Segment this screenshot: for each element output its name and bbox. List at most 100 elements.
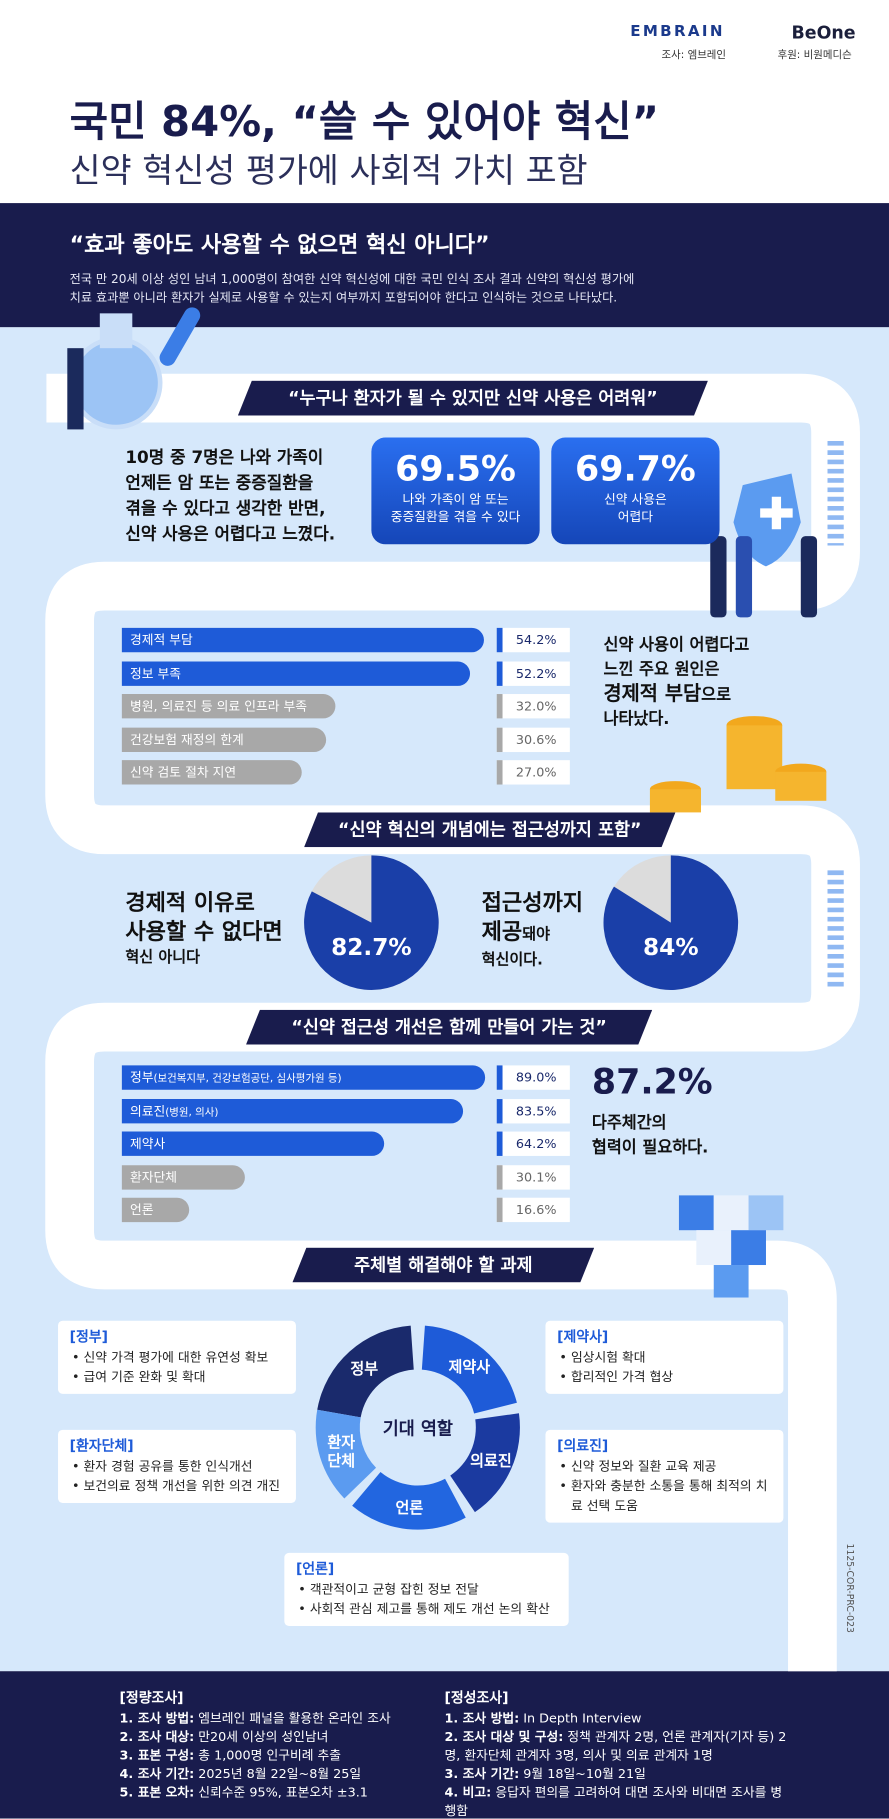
header-bg (0, 0, 889, 204)
task-item: • 합리적인 가격 협상 (559, 1369, 674, 1385)
item-label: 4. 조사 기간: (119, 1766, 195, 1782)
value-label: 32.0% (496, 694, 570, 719)
bar-label: 병원, 의료진 등 의료 인프라 부족 (130, 694, 307, 718)
value-label: 89.0% (496, 1065, 570, 1090)
item-label: 3. 표본 구성: (119, 1747, 195, 1763)
stat-value: 87.2% (591, 1061, 713, 1103)
text-line: 언제든 암 또는 중증질환을 (125, 474, 314, 494)
text-line: 신약 사용이 어렵다고 (603, 635, 750, 655)
category: 경제적 부담 (129, 632, 193, 648)
bar (121, 1065, 486, 1090)
bar (121, 1131, 385, 1157)
category: 의료진 (129, 1103, 166, 1119)
bar (121, 1198, 190, 1223)
banner: “신약 접근성 개선은 함께 만들어 가는 것” (246, 1010, 652, 1045)
conclusion: 신약 사용이 어렵다고 느낀 주요 원인은 경제적 부담으로 나타났다. (603, 634, 749, 733)
bar (121, 661, 471, 686)
item-text: 신뢰수준 95%, 표본오차 ±3.1 (198, 1784, 368, 1801)
cube (713, 1195, 749, 1231)
stat-caption: 어렵다 (617, 509, 654, 525)
task-box: [환자단체] • 환자 경험 공유를 통한 인식개선 • 보건의료 정책 개선을 위… (58, 1429, 296, 1503)
item-text: 정책 관계자 2명, 언론 관계자(기자 등) 2명, 환자단체 관계자 3명,… (444, 1729, 787, 1763)
cube (731, 1230, 766, 1266)
flask-neck (99, 313, 133, 349)
section-text: 10명 중 7명은 나와 가족이 언제든 암 또는 중증질환을 겪을 수 있다고… (125, 446, 335, 548)
segment-label: 언론 (396, 1499, 424, 1517)
stat-value: 69.5% (395, 449, 516, 490)
stat-box: 69.7% 신약 사용은 어렵다 (551, 437, 720, 545)
bar-label: 건강보험 재정의 한계 (130, 727, 244, 751)
text-line: 접근성까지 (481, 890, 584, 916)
task-box: [정부] • 신약 가격 평가에 대한 유연성 확보 • 급여 기준 완화 및 확대 (58, 1320, 296, 1394)
bar-label: 경제적 부담 (130, 628, 193, 652)
item-label: 2. 조사 대상 및 구성: (444, 1729, 564, 1745)
survey-info: [정성조사] 1. 조사 방법: In Depth Interview 2. 조사 … (444, 1689, 792, 1819)
task-text: 사회적 관심 제고를 통해 제도 개선 논의 확산 (309, 1601, 550, 1617)
category: 환자단체 (129, 1169, 177, 1185)
category-note: (보건복지부, 건강보험공단, 심사평가원 등) (153, 1073, 342, 1086)
bar-label: 언론 (130, 1198, 154, 1222)
bar (121, 694, 336, 719)
task-item: • 임상시험 확대 (559, 1349, 646, 1365)
bar-label: 의료진(병원, 의사) (130, 1099, 218, 1123)
pie-slice (304, 855, 439, 990)
ring-segment (317, 1325, 414, 1418)
item-label: 4. 비고: (444, 1784, 492, 1801)
logo: EMBRAIN (630, 23, 725, 41)
flask (69, 336, 163, 430)
category: 병원, 의료진 등 의료 인프라 부족 (129, 698, 308, 714)
task-item: • 사회적 관심 제고를 통해 제도 개선 논의 확산 (298, 1601, 550, 1617)
survey-info: [정량조사] 1. 조사 방법: 엠브레인 패널을 활용한 온라인 조사 2. 조사… (120, 1689, 422, 1803)
bar (121, 1164, 245, 1190)
category: 정보 부족 (129, 665, 182, 681)
task-item: • 신약 정보와 질환 교육 제공 (559, 1458, 717, 1474)
text-line: 혁신 아니다 (125, 949, 200, 967)
survey-item: 3. 표본 구성: 총 1,000명 인구비례 추출 (120, 1747, 422, 1766)
ring-segment (352, 1471, 466, 1530)
intro-text: 전국 만 20세 이상 성인 남녀 1,000명이 참여한 신약 혁신성에 대한… (69, 272, 635, 287)
value-label: 16.6% (496, 1198, 570, 1223)
cube (678, 1195, 714, 1231)
text-line: 느낀 주요 원인은 (603, 660, 720, 679)
stat-caption: 신약 사용은 (604, 492, 667, 508)
survey-item: 1. 조사 방법: In Depth Interview (444, 1710, 792, 1729)
task-text: 환자와 충분한 소통을 통해 최적의 치료 선택 도움 (571, 1478, 768, 1514)
credit: 조사: 엠브레인 (661, 49, 727, 62)
item-text: 총 1,000명 인구비례 추출 (198, 1747, 342, 1763)
text-line: 혁신이다. (481, 951, 543, 970)
survey-title: [정성조사] (444, 1689, 509, 1707)
value-label: 30.1% (496, 1164, 570, 1190)
task-title: [의료진] (557, 1437, 609, 1455)
title: 국민 84%, “쓸 수 있어야 혁신” (69, 98, 660, 147)
item-text: 응답자 편의를 고려하여 대면 조사와 비대면 조사를 병행함 (444, 1784, 783, 1819)
survey-item: 2. 조사 대상 및 구성: 정책 관계자 2명, 언론 관계자(기자 등) 2… (444, 1728, 792, 1765)
item-label: 3. 조사 기간: (444, 1766, 520, 1782)
value-label: 54.2% (496, 627, 570, 653)
task-text: 신약 정보와 질환 교육 제공 (571, 1458, 717, 1474)
task-box: [의료진] • 신약 정보와 질환 교육 제공 • 환자와 충분한 소통을 통해 최… (545, 1429, 784, 1523)
item-label: 2. 조사 대상: (119, 1729, 195, 1745)
stat-value: 69.7% (575, 449, 696, 490)
person (735, 536, 753, 618)
banner: “신약 혁신의 개념에는 접근성까지 포함” (304, 812, 675, 847)
stat-caption: 나와 가족이 암 또는 (402, 492, 509, 508)
cube (748, 1195, 784, 1231)
survey-item: 5. 표본 오차: 신뢰수준 95%, 표본오차 ±3.1 (120, 1784, 422, 1803)
intro-text: 치료 효과뿐 아니라 환자가 실제로 사용할 수 있는지 여부까지 포함되어야 … (69, 291, 618, 306)
item-text: 9월 18일~10월 21일 (523, 1766, 646, 1782)
ring-center: 기대 역할 (383, 1418, 453, 1439)
footer-bg (0, 1671, 889, 1819)
item-text: In Depth Interview (523, 1710, 642, 1726)
task-box: [언론] • 객관적이고 균형 잡힌 정보 전달 • 사회적 관심 제고를 통해 제… (284, 1552, 569, 1626)
text-line: 나타났다. (603, 710, 670, 729)
task-text: 환자 경험 공유를 통한 인식개선 (83, 1458, 253, 1474)
category: 건강보험 재정의 한계 (129, 732, 244, 748)
bar-label: 정부(보건복지부, 건강보험공단, 심사평가원 등) (130, 1065, 342, 1089)
cube (696, 1230, 732, 1266)
bar (121, 1098, 463, 1123)
pie-label: 84% (643, 934, 699, 961)
segment-label: 제약사 (448, 1358, 490, 1376)
pie-text: 경제적 이유로 사용할 수 없다면 혁신 아니다 (125, 889, 282, 970)
person (67, 348, 84, 430)
